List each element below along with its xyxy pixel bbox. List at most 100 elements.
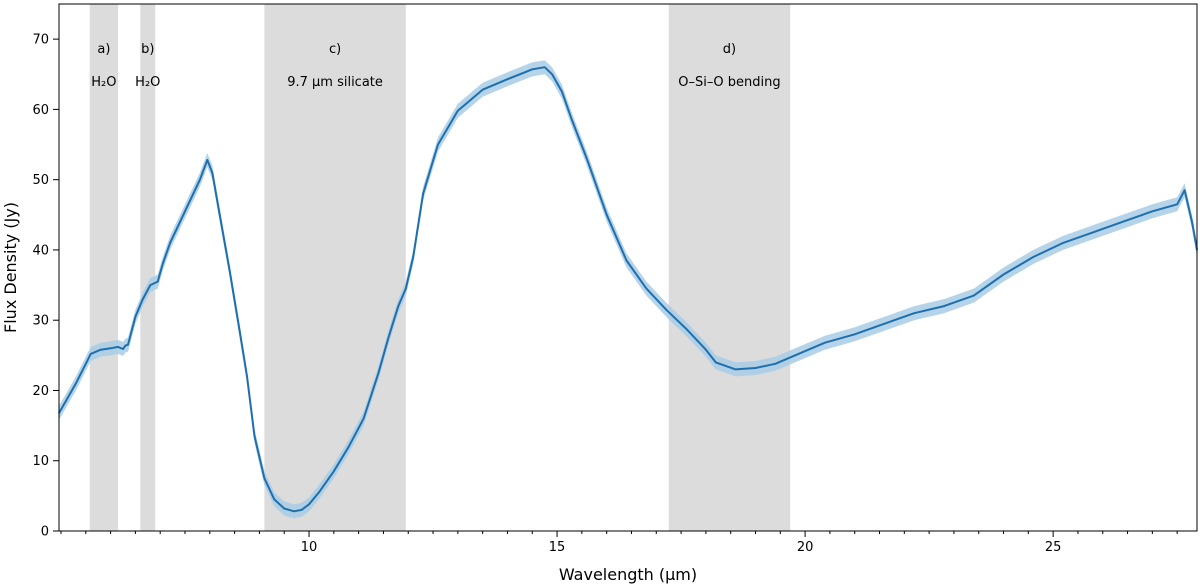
data-point [397,305,400,307]
x-tick-label: 15 [549,540,566,555]
data-point [273,498,276,501]
x-tick-label: 10 [301,540,318,555]
data-point [75,382,77,385]
data-point [422,192,424,195]
data-point [218,214,221,216]
data-point [1002,273,1005,276]
shaded-region-2 [264,4,406,531]
data-point [122,348,124,350]
data-point [211,171,214,174]
data-point [228,270,231,272]
data-point [1062,242,1064,244]
y-axis-label: Flux Density (Jy) [1,202,20,333]
data-point [246,375,248,378]
data-point [715,361,717,364]
data-point [387,336,390,339]
data-point [1176,203,1178,206]
data-point [293,510,295,513]
data-point [89,353,92,355]
x-tick-label: 20 [797,540,814,555]
data-point [109,347,112,350]
region-label-0: H₂O [91,75,116,90]
data-point [943,305,945,307]
data-point [824,341,826,344]
uncertainty-band [59,60,1197,519]
y-tick-label: 50 [32,173,49,188]
data-point [551,73,553,76]
y-tick-label: 60 [32,103,49,118]
data-point [754,367,757,369]
data-point [972,294,975,297]
data-point [571,119,573,121]
data-point [142,298,144,300]
data-point [705,348,707,351]
data-point [1121,221,1124,223]
data-point [134,315,137,318]
flux-density-line [58,66,1198,513]
shaded-regions [89,4,791,531]
data-point [794,354,796,357]
data-point [117,346,119,348]
data-point [362,417,365,420]
data-points [58,66,1198,513]
data-point [199,178,201,181]
data-point [124,344,127,347]
data-point [263,477,266,480]
shaded-region-0 [89,4,119,531]
data-point [318,491,320,494]
data-point [734,368,737,371]
data-point [625,259,628,262]
data-point [543,66,546,69]
data-point [506,78,509,80]
data-point [347,445,350,448]
data-point [156,280,159,283]
data-point [1183,189,1186,192]
y-tick-label: 30 [32,314,49,329]
data-point [883,322,886,325]
data-point [605,214,608,216]
data-point [1191,221,1193,223]
data-point [238,329,241,332]
y-tick-label: 10 [32,454,49,469]
data-point [84,362,87,365]
region-letter-0: a) [97,42,110,57]
data-point [333,470,335,473]
region-label-2: 9.7 μm silicate [287,75,383,90]
region-label-3: O–Si–O bending [678,75,780,90]
data-point [665,308,667,311]
data-point [1151,210,1154,213]
data-point [531,68,534,71]
x-tick-label: 25 [1045,540,1062,555]
data-point [586,157,588,160]
x-axis-ticks: 10 15 20 25 [60,531,1178,555]
data-point [645,287,648,290]
data-point [283,507,286,510]
data-point [253,435,256,437]
data-point [561,91,563,93]
data-point [685,327,687,330]
shaded-region-1 [140,4,156,531]
region-letter-1: b) [141,42,154,57]
data-point [774,362,777,365]
y-tick-label: 0 [41,525,49,540]
data-point [308,503,310,506]
data-point [161,263,164,265]
data-point [404,287,407,290]
y-tick-label: 40 [32,243,49,258]
data-point [149,284,152,286]
data-point [1032,256,1035,258]
data-point [853,333,856,336]
data-point [377,372,380,374]
data-point [481,88,484,91]
data-point [457,110,459,112]
shaded-region-3 [668,4,791,531]
data-point [300,509,303,511]
region-letter-3: d) [723,42,736,57]
data-point [127,343,129,346]
y-axis-ticks: 0 10 20 30 40 50 60 70 [32,33,59,540]
y-tick-label: 70 [32,33,49,48]
data-point [437,143,439,146]
data-point [206,159,209,161]
x-axis-label: Wavelength (μm) [559,565,697,584]
